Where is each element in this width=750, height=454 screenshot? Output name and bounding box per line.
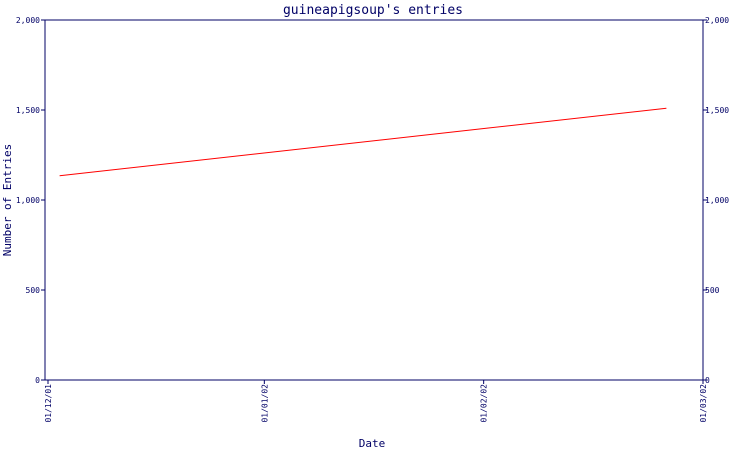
x-tick-label: 01/12/01 (44, 384, 53, 423)
plot-area (44, 19, 704, 381)
y-tick-label-left: 500 (26, 286, 41, 295)
chart-title: guineapigsoup's entries (283, 3, 463, 18)
y-tick-label-right: 1,000 (705, 196, 729, 205)
y-tick-label-left: 2,000 (16, 16, 40, 25)
axis-ticks: 0 0 500 500 1,000 1,000 1,500 1,500 2,000 2,000 01… (16, 16, 729, 423)
series-line (59, 107, 667, 177)
y-tick-label-left: 1,000 (16, 196, 40, 205)
y-tick-label-left: 0 (35, 376, 40, 385)
x-tick-label: 01/01/02 (260, 384, 269, 423)
y-tick-label-right: 2,000 (705, 16, 729, 25)
x-axis-label: Date (359, 437, 386, 450)
series-layer (59, 107, 667, 177)
y-tick-label-right: 0 (705, 376, 710, 385)
x-tick-label: 01/02/02 (480, 384, 489, 423)
y-tick-label-right: 500 (705, 286, 720, 295)
y-tick-label-left: 1,500 (16, 106, 40, 115)
y-tick-label-right: 1,500 (705, 106, 729, 115)
y-axis-label: Number of Entries (1, 144, 14, 257)
x-tick-label: 01/03/02 (699, 384, 708, 423)
